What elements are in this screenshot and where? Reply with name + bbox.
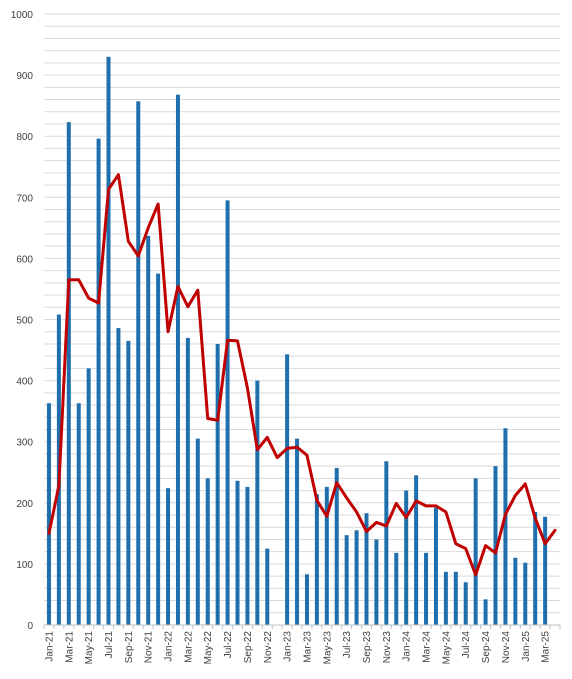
- bar-Jun-22: [215, 343, 220, 625]
- bar-Apr-24: [433, 507, 438, 625]
- bar-Apr-22: [195, 438, 200, 625]
- x-tick-label: Jan-24: [402, 631, 413, 662]
- x-tick-label: Sep-24: [481, 631, 492, 664]
- x-tick-label: Mar-24: [422, 631, 433, 663]
- bar-Oct-21: [136, 101, 141, 626]
- bar-Nov-24: [503, 428, 508, 625]
- bar-Dec-21: [156, 273, 161, 625]
- x-tick-label: Nov-21: [144, 631, 155, 664]
- x-tick-label: Mar-25: [541, 631, 552, 663]
- bar-Feb-24: [414, 475, 419, 625]
- bar-Oct-23: [374, 539, 379, 625]
- bar-Nov-21: [146, 235, 151, 625]
- x-tick-label: Jul-23: [342, 631, 353, 659]
- bar-Mar-24: [424, 552, 429, 625]
- bar-Sep-21: [126, 340, 131, 625]
- bar-Apr-21: [76, 403, 81, 625]
- bar-Jul-22: [225, 200, 230, 626]
- bar-Oct-24: [493, 466, 498, 625]
- bar-Jul-21: [106, 56, 111, 625]
- bar-Jan-25: [523, 562, 528, 625]
- x-tick-label: Jan-23: [283, 631, 294, 662]
- x-tick-label: Jan-21: [44, 631, 55, 662]
- y-tick-label: 300: [16, 438, 33, 449]
- y-tick-label: 200: [16, 499, 33, 510]
- y-tick-label: 600: [16, 254, 33, 265]
- bar-Jun-23: [334, 467, 339, 625]
- bar-Aug-22: [235, 480, 240, 625]
- x-tick-label: May-24: [441, 631, 452, 665]
- x-tick-label: Mar-21: [64, 631, 75, 663]
- bar-Mar-23: [304, 574, 309, 625]
- bar-Feb-23: [295, 438, 300, 625]
- bar-May-21: [86, 368, 91, 625]
- x-tick-label: Jul-22: [223, 631, 234, 659]
- bar-May-22: [205, 478, 210, 625]
- x-tick-label: Sep-22: [243, 631, 254, 664]
- bar-Feb-25: [533, 511, 538, 625]
- bar-Sep-23: [364, 513, 369, 625]
- bar-series: [46, 56, 548, 626]
- x-tick-label: Nov-23: [382, 631, 393, 664]
- y-tick-label: 400: [16, 377, 33, 388]
- y-tick-label: 500: [16, 316, 33, 327]
- x-tick-label: Mar-23: [302, 631, 313, 663]
- y-tick-label: 0: [27, 621, 33, 632]
- x-tick-label: Nov-22: [263, 631, 274, 664]
- bar-Jan-22: [166, 488, 171, 625]
- x-tick-label: Sep-21: [124, 631, 135, 664]
- bar-Aug-24: [473, 478, 478, 625]
- x-tick-label: Jan-25: [521, 631, 532, 662]
- x-tick-label: Nov-24: [501, 631, 512, 664]
- trend-line: [47, 173, 557, 577]
- bar-Aug-21: [116, 328, 121, 625]
- x-tick-label: May-22: [203, 631, 214, 665]
- bar-Mar-22: [185, 337, 190, 625]
- gridlines: [44, 13, 560, 626]
- bar-Nov-23: [384, 461, 389, 625]
- bar-Nov-22: [265, 548, 270, 625]
- bar-Feb-22: [175, 94, 180, 626]
- bar-Apr-23: [314, 494, 319, 625]
- bar-Dec-23: [394, 552, 399, 625]
- y-tick-label: 1000: [11, 10, 34, 21]
- x-axis-ticks: Jan-21 Mar-21 May-21 Jul-21 Sep-21 Nov-21 Jan-…: [44, 631, 551, 665]
- bar-Jun-21: [96, 138, 101, 626]
- bar-Jul-24: [463, 582, 468, 625]
- x-tick-label: Jul-24: [461, 631, 472, 659]
- bar-Jan-23: [285, 354, 290, 625]
- x-tick-label: May-21: [84, 631, 95, 665]
- x-tick-label: Jul-21: [104, 631, 115, 659]
- bar-Sep-24: [483, 599, 488, 625]
- axes: [43, 624, 561, 629]
- bar-Jul-23: [344, 535, 349, 625]
- x-tick-label: Jan-22: [164, 631, 175, 662]
- x-tick-label: May-23: [322, 631, 333, 665]
- y-tick-label: 700: [16, 193, 33, 204]
- bar-Oct-22: [255, 380, 260, 625]
- bar-Dec-24: [513, 557, 518, 625]
- bar-Mar-21: [66, 122, 71, 625]
- bar-Jun-24: [453, 571, 458, 625]
- x-tick-label: Mar-22: [183, 631, 194, 663]
- bar-Jan-24: [404, 490, 409, 625]
- bar-Jan-21: [46, 403, 51, 625]
- y-tick-label: 100: [16, 560, 33, 571]
- bar-May-24: [443, 571, 448, 625]
- line-series: [47, 173, 557, 577]
- x-tick-label: Sep-23: [362, 631, 373, 664]
- y-axis-ticks: 0 100 200 300 400 500 600 700 800 900 1000: [11, 10, 34, 632]
- y-tick-label: 800: [16, 132, 33, 143]
- bar-Mar-25: [543, 516, 548, 625]
- bar-Sep-22: [245, 486, 250, 625]
- y-tick-label: 900: [16, 71, 33, 82]
- bar-Aug-23: [354, 530, 359, 625]
- bar-May-23: [324, 486, 329, 625]
